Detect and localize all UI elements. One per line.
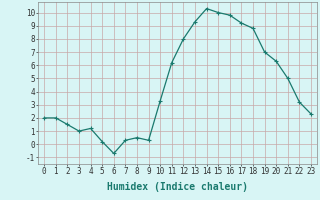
X-axis label: Humidex (Indice chaleur): Humidex (Indice chaleur): [107, 182, 248, 192]
